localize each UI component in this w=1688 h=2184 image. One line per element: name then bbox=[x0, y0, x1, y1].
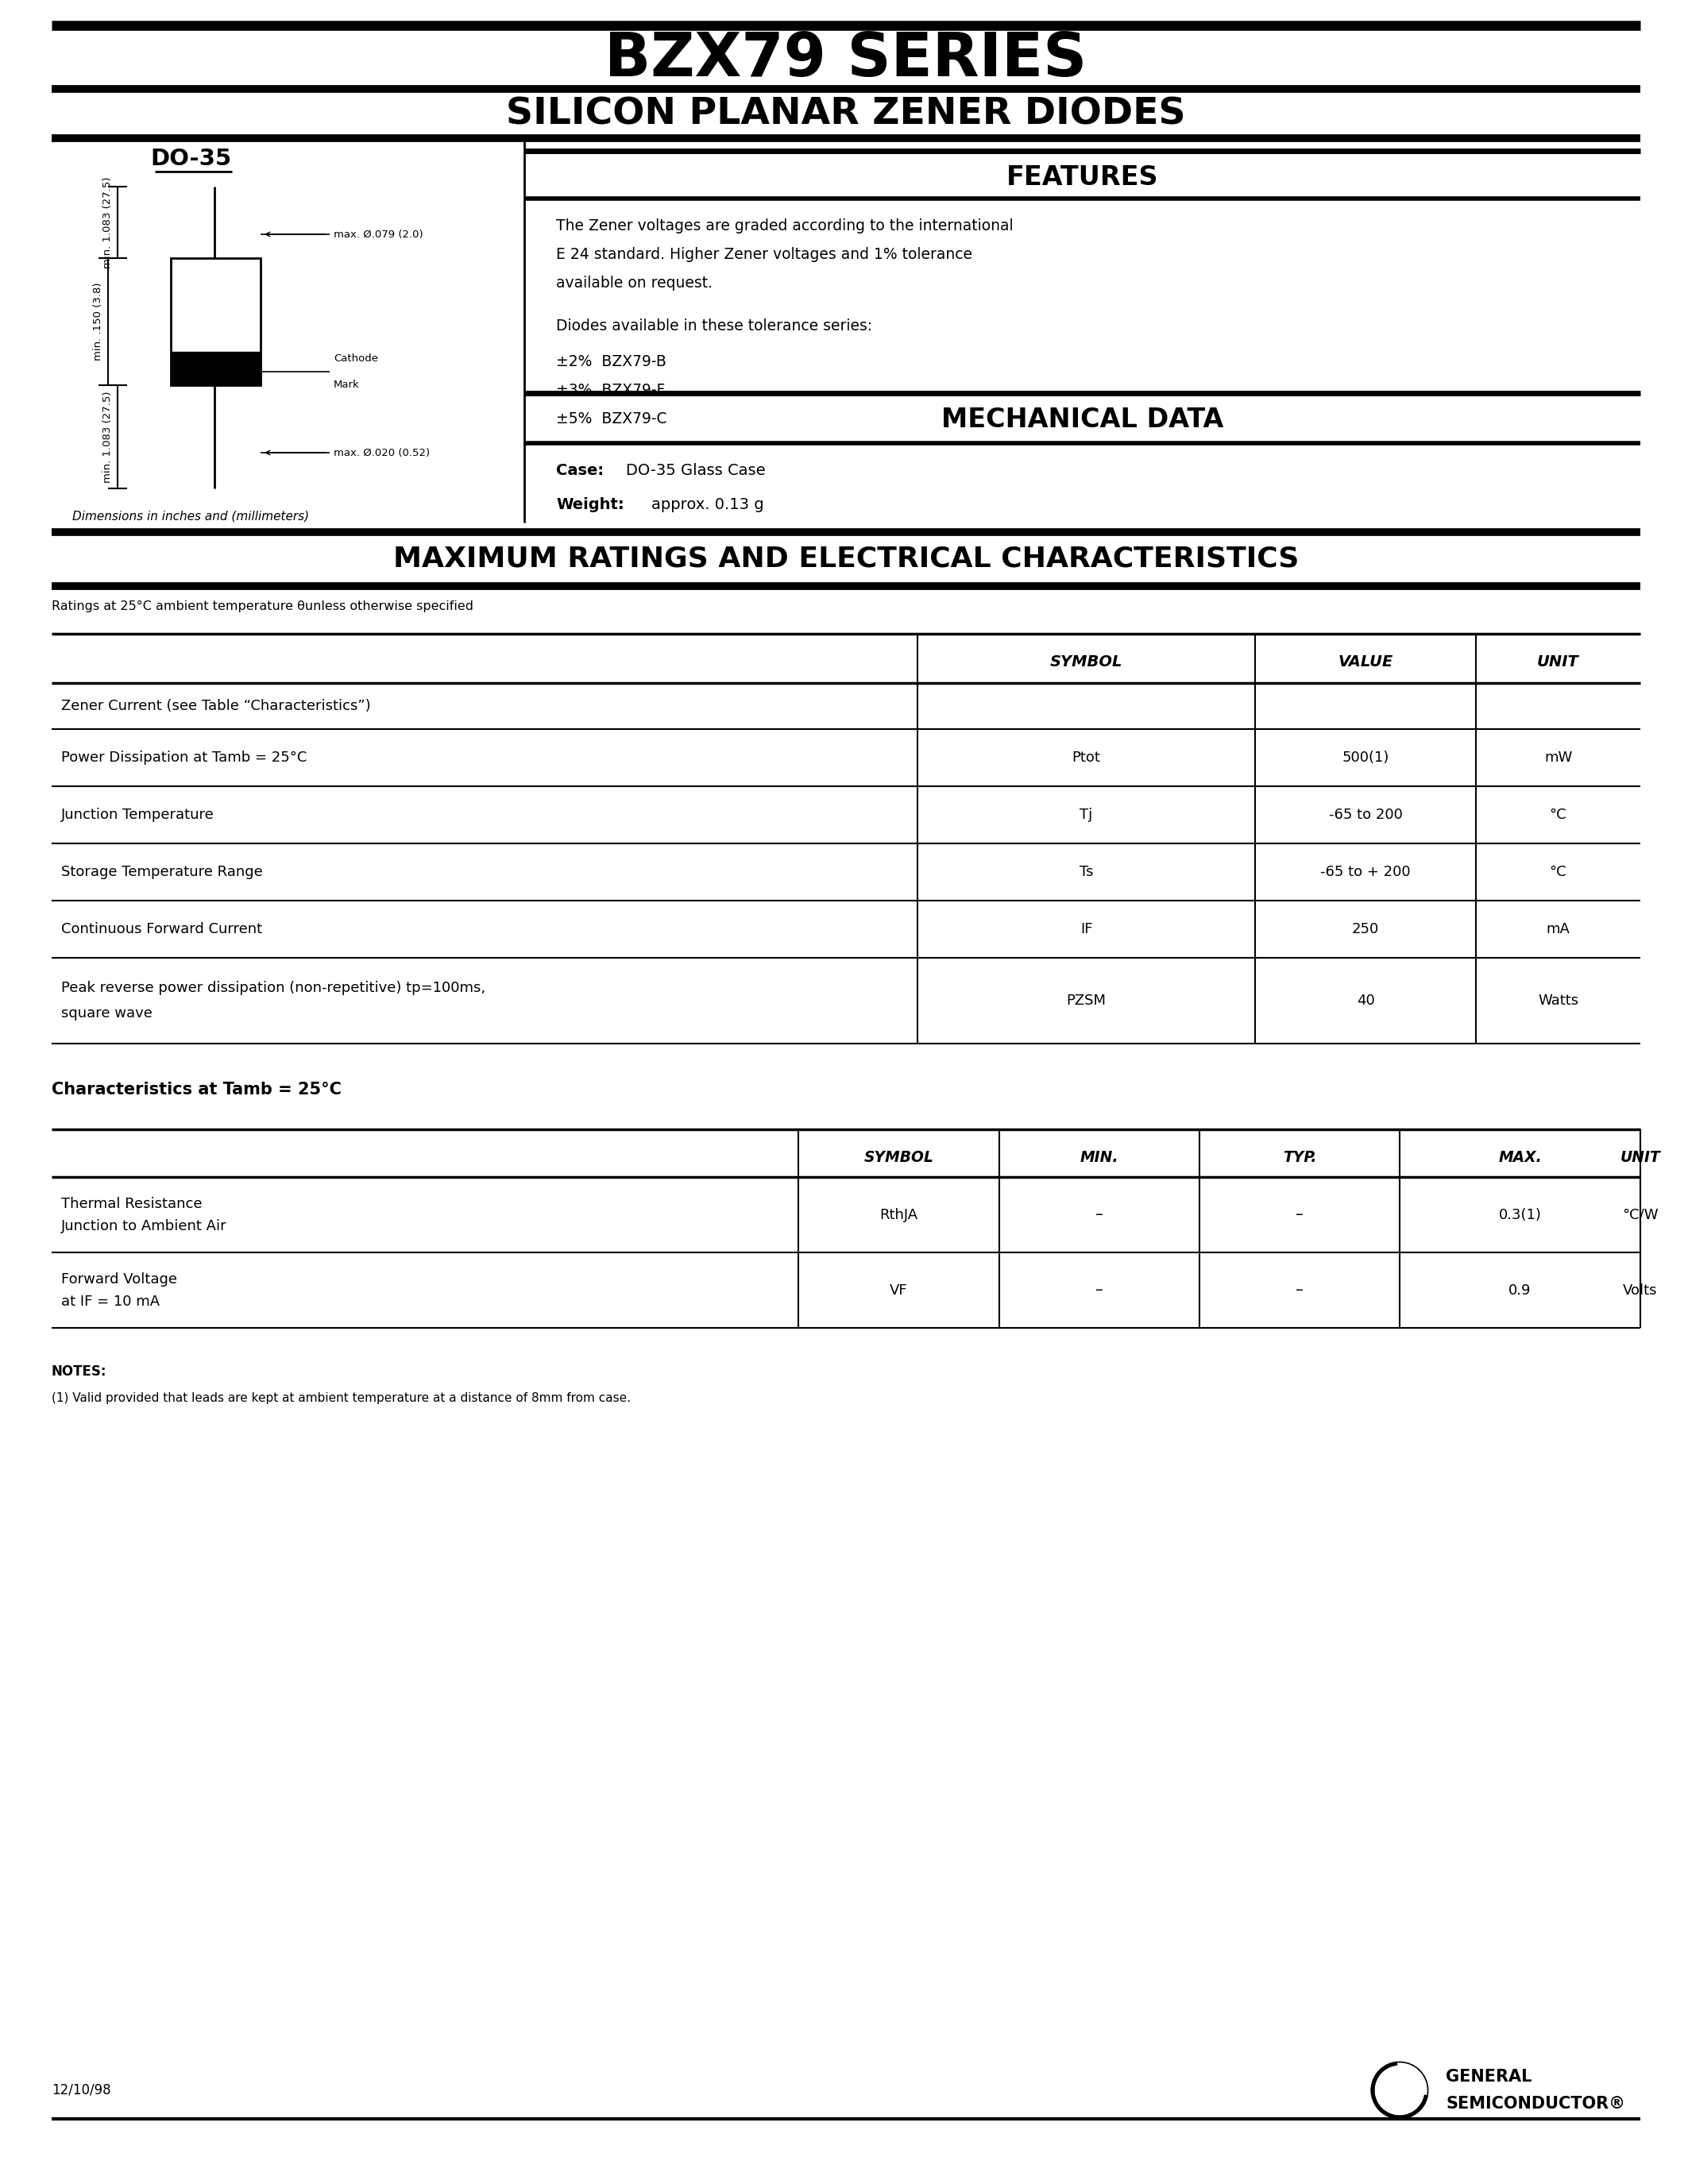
Text: 40: 40 bbox=[1357, 994, 1374, 1007]
Text: available on request.: available on request. bbox=[555, 275, 712, 290]
Text: max. Ø.020 (0.52): max. Ø.020 (0.52) bbox=[334, 448, 430, 459]
Text: E 24 standard. Higher Zener voltages and 1% tolerance: E 24 standard. Higher Zener voltages and… bbox=[555, 247, 972, 262]
Text: mW: mW bbox=[1545, 751, 1572, 764]
Text: MIN.: MIN. bbox=[1080, 1149, 1119, 1164]
Text: The Zener voltages are graded according to the international: The Zener voltages are graded according … bbox=[555, 218, 1013, 234]
Text: SILICON PLANAR ZENER DIODES: SILICON PLANAR ZENER DIODES bbox=[506, 96, 1185, 133]
Text: min. .150 (3.8): min. .150 (3.8) bbox=[93, 282, 103, 360]
Text: Dimensions in inches and (millimeters): Dimensions in inches and (millimeters) bbox=[73, 511, 309, 522]
Text: DO-35 Glass Case: DO-35 Glass Case bbox=[626, 463, 765, 478]
Text: Zener Current (see Table “Characteristics”): Zener Current (see Table “Characteristic… bbox=[61, 699, 371, 714]
Text: 250: 250 bbox=[1352, 922, 1379, 937]
Text: IF: IF bbox=[1080, 922, 1092, 937]
Text: -65 to + 200: -65 to + 200 bbox=[1320, 865, 1411, 880]
Text: °C: °C bbox=[1550, 865, 1566, 880]
Text: Diodes available in these tolerance series:: Diodes available in these tolerance seri… bbox=[555, 319, 873, 334]
Text: –: – bbox=[1096, 1208, 1104, 1223]
Text: mA: mA bbox=[1546, 922, 1570, 937]
Circle shape bbox=[1386, 2077, 1415, 2105]
Wedge shape bbox=[1398, 2064, 1426, 2094]
Text: Characteristics at Tamb = 25°C: Characteristics at Tamb = 25°C bbox=[52, 1081, 341, 1099]
Text: –: – bbox=[1296, 1208, 1303, 1223]
Text: Mark: Mark bbox=[334, 380, 360, 391]
Text: 0.3(1): 0.3(1) bbox=[1499, 1208, 1541, 1221]
Text: °C: °C bbox=[1550, 808, 1566, 821]
Text: 0.9: 0.9 bbox=[1509, 1282, 1531, 1297]
Text: Ts: Ts bbox=[1079, 865, 1094, 880]
Text: Cathode: Cathode bbox=[334, 354, 378, 365]
Text: –: – bbox=[1096, 1282, 1104, 1297]
Text: Thermal Resistance: Thermal Resistance bbox=[61, 1197, 203, 1210]
Text: 500(1): 500(1) bbox=[1342, 751, 1389, 764]
Text: Watts: Watts bbox=[1538, 994, 1578, 1007]
Text: Continuous Forward Current: Continuous Forward Current bbox=[61, 922, 262, 937]
Bar bbox=[170, 352, 260, 384]
Text: Weight:: Weight: bbox=[555, 496, 625, 511]
Text: Power Dissipation at Tamb = 25°C: Power Dissipation at Tamb = 25°C bbox=[61, 751, 307, 764]
Text: Ratings at 25°C ambient temperature θunless otherwise specified: Ratings at 25°C ambient temperature θunl… bbox=[52, 601, 473, 612]
Text: MECHANICAL DATA: MECHANICAL DATA bbox=[942, 406, 1224, 432]
Text: at IF = 10 mA: at IF = 10 mA bbox=[61, 1295, 160, 1308]
Text: GENERAL: GENERAL bbox=[1445, 2068, 1531, 2086]
Text: Ptot: Ptot bbox=[1072, 751, 1101, 764]
Text: ±2%  BZX79-B: ±2% BZX79-B bbox=[555, 354, 667, 369]
Text: 12/10/98: 12/10/98 bbox=[52, 2084, 111, 2097]
Text: ±3%  BZX79-F: ±3% BZX79-F bbox=[555, 382, 665, 397]
Text: VF: VF bbox=[890, 1282, 908, 1297]
Text: UNIT: UNIT bbox=[1620, 1149, 1661, 1164]
Text: Volts: Volts bbox=[1624, 1282, 1658, 1297]
Text: °C/W: °C/W bbox=[1622, 1208, 1658, 1221]
Text: SEMICONDUCTOR®: SEMICONDUCTOR® bbox=[1445, 2097, 1626, 2112]
Text: min. 1.083 (27.5): min. 1.083 (27.5) bbox=[103, 177, 113, 269]
Text: DO-35: DO-35 bbox=[150, 149, 231, 170]
Text: MAX.: MAX. bbox=[1499, 1149, 1541, 1164]
Bar bbox=[170, 258, 260, 384]
Text: -65 to 200: -65 to 200 bbox=[1328, 808, 1403, 821]
Text: min. 1.083 (27.5): min. 1.083 (27.5) bbox=[103, 391, 113, 483]
Text: BZX79 SERIES: BZX79 SERIES bbox=[604, 31, 1087, 90]
Text: Forward Voltage: Forward Voltage bbox=[61, 1271, 177, 1286]
Text: –: – bbox=[1296, 1282, 1303, 1297]
Text: (1) Valid provided that leads are kept at ambient temperature at a distance of 8: (1) Valid provided that leads are kept a… bbox=[52, 1391, 631, 1404]
Text: approx. 0.13 g: approx. 0.13 g bbox=[652, 496, 765, 511]
Text: Tj: Tj bbox=[1080, 808, 1092, 821]
Text: Junction to Ambient Air: Junction to Ambient Air bbox=[61, 1219, 226, 1234]
Text: TYP.: TYP. bbox=[1283, 1149, 1317, 1164]
Text: Case:: Case: bbox=[555, 463, 604, 478]
Text: UNIT: UNIT bbox=[1538, 653, 1578, 668]
Text: MAXIMUM RATINGS AND ELECTRICAL CHARACTERISTICS: MAXIMUM RATINGS AND ELECTRICAL CHARACTER… bbox=[393, 544, 1300, 572]
Text: SYMBOL: SYMBOL bbox=[864, 1149, 933, 1164]
Text: PZSM: PZSM bbox=[1067, 994, 1106, 1007]
Text: VALUE: VALUE bbox=[1339, 653, 1393, 668]
Text: Junction Temperature: Junction Temperature bbox=[61, 808, 214, 821]
Text: ±5%  BZX79-C: ±5% BZX79-C bbox=[555, 411, 667, 426]
Text: square wave: square wave bbox=[61, 1007, 152, 1020]
Text: Storage Temperature Range: Storage Temperature Range bbox=[61, 865, 263, 880]
Text: NOTES:: NOTES: bbox=[52, 1365, 106, 1378]
Text: Peak reverse power dissipation (non-repetitive) tp=100ms,: Peak reverse power dissipation (non-repe… bbox=[61, 981, 486, 996]
Text: SYMBOL: SYMBOL bbox=[1050, 653, 1123, 668]
Text: FEATURES: FEATURES bbox=[1006, 164, 1158, 190]
Text: RthJA: RthJA bbox=[879, 1208, 918, 1221]
Text: max. Ø.079 (2.0): max. Ø.079 (2.0) bbox=[334, 229, 424, 240]
